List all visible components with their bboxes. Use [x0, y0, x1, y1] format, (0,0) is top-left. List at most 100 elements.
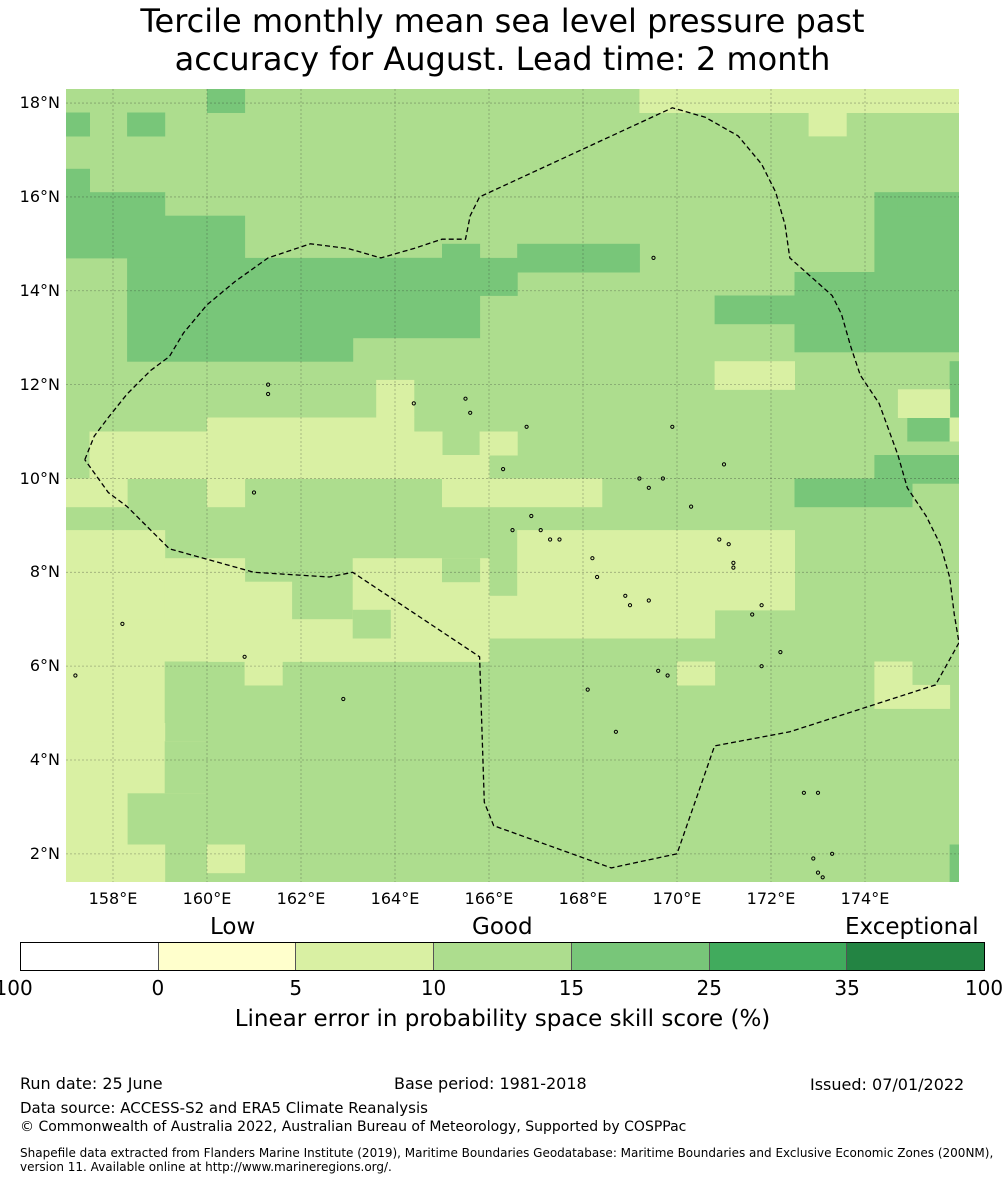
colorbar-tick: 100: [964, 976, 1004, 1000]
skill-cell-21: [949, 844, 959, 882]
skill-cell-35: [164, 558, 246, 620]
skill-cell-33: [442, 478, 603, 508]
island-2: [242, 654, 247, 659]
island-34: [656, 668, 661, 673]
lon-label: 168°E: [558, 889, 608, 908]
skill-cell-9: [127, 337, 354, 362]
island-28: [726, 542, 731, 547]
base-period: Base period: 1981-2018: [394, 1074, 587, 1093]
island-4: [266, 382, 271, 387]
colorbar-title: Linear error in probability space skill …: [234, 1006, 771, 1032]
island-3: [341, 696, 346, 702]
island-38: [801, 790, 807, 795]
colorbar-tick: 15: [558, 976, 585, 1000]
island-26: [646, 598, 651, 603]
lat-label: 4°N: [29, 750, 60, 769]
island-32: [750, 612, 755, 617]
colorbar: [20, 942, 985, 971]
island-14: [646, 485, 651, 490]
skill-cell-41: [66, 661, 166, 742]
skill-cell-12: [517, 243, 640, 273]
data-source: Data source: ACCESS-S2 and ERA5 Climate …: [20, 1099, 428, 1117]
colorbar-tick: 35: [834, 976, 860, 1000]
skill-cell-11: [442, 243, 481, 259]
island-6: [411, 401, 416, 406]
island-8: [468, 410, 473, 415]
island-0: [120, 621, 125, 627]
island-39: [815, 790, 821, 795]
lat-label: 12°N: [19, 374, 60, 394]
colorbar-tick: -100: [0, 976, 33, 1000]
skill-cell-4: [127, 112, 166, 137]
island-13: [660, 476, 666, 481]
island-37: [613, 729, 619, 734]
skill-cell-49: [912, 684, 951, 709]
skill-cell-42: [244, 661, 283, 686]
island-33: [759, 664, 764, 669]
island-12: [637, 476, 642, 481]
island-21: [557, 537, 562, 542]
island-44: [778, 650, 783, 655]
skill-score-map[interactable]: [66, 89, 959, 882]
lat-label: 18°N: [19, 93, 60, 113]
island-41: [815, 870, 821, 875]
island-1: [73, 673, 78, 678]
island-16: [721, 462, 727, 467]
colorbar-tick: 10: [420, 976, 447, 1000]
skill-cell-7: [164, 215, 246, 259]
colorbar-segment-4: [570, 943, 709, 970]
lon-label: 166°E: [464, 889, 514, 908]
skill-cell-20: [949, 361, 959, 418]
lat-label: 16°N: [19, 186, 60, 206]
skill-cell-32: [207, 478, 246, 508]
skill-cell-53: [164, 661, 208, 723]
title-line-1: Tercile monthly mean sea level pressure …: [140, 2, 865, 40]
lon-label: 174°E: [840, 889, 890, 908]
map-canvas: [66, 89, 959, 882]
island-24: [623, 593, 628, 598]
skill-cell-10: [352, 257, 518, 296]
lon-label: 162°E: [276, 889, 326, 908]
skill-cell-44: [66, 792, 128, 845]
colorbar-tick: 25: [696, 976, 722, 1000]
island-15: [689, 504, 694, 509]
lon-label: 160°E: [182, 889, 232, 908]
legend-category-exceptional: Exceptional: [845, 914, 979, 940]
island-22: [590, 556, 595, 561]
island-17: [510, 528, 515, 533]
skill-cell-45: [66, 844, 166, 882]
skill-cell-31: [66, 478, 128, 508]
colorbar-segment-1: [157, 943, 296, 970]
island-23: [595, 574, 600, 580]
skill-cell-47: [677, 661, 716, 686]
skill-cell-24: [949, 417, 959, 442]
colorbar-segment-5: [708, 943, 847, 970]
island-5: [266, 391, 271, 397]
island-25: [627, 603, 633, 608]
lat-label: 10°N: [19, 468, 60, 488]
colorbar-segment-2: [295, 943, 434, 970]
colorbar-segment-3: [433, 943, 571, 970]
island-42: [820, 875, 825, 880]
skill-cell-0: [639, 89, 959, 113]
lon-label: 170°E: [652, 889, 702, 908]
skill-cell-51: [442, 558, 481, 583]
island-10: [501, 467, 506, 472]
lat-label: 14°N: [19, 280, 60, 300]
colorbar-segment-6: [846, 943, 985, 970]
skill-cell-34: [66, 530, 166, 620]
island-27: [717, 537, 722, 542]
skill-cell-23: [897, 389, 951, 418]
lat-label: 6°N: [29, 656, 60, 676]
skill-cell-1: [808, 89, 847, 137]
island-11: [670, 424, 675, 429]
lon-label: 158°E: [88, 889, 138, 908]
skill-cell-22: [714, 361, 795, 390]
run-date: Run date: 25 June: [20, 1074, 163, 1093]
island-43: [830, 851, 835, 856]
skill-cell-17: [907, 417, 951, 442]
island-7: [463, 396, 468, 401]
skill-cell-50: [352, 609, 391, 639]
skill-cell-48: [874, 661, 913, 709]
title-line-2: accuracy for August. Lead time: 2 month: [174, 40, 831, 78]
